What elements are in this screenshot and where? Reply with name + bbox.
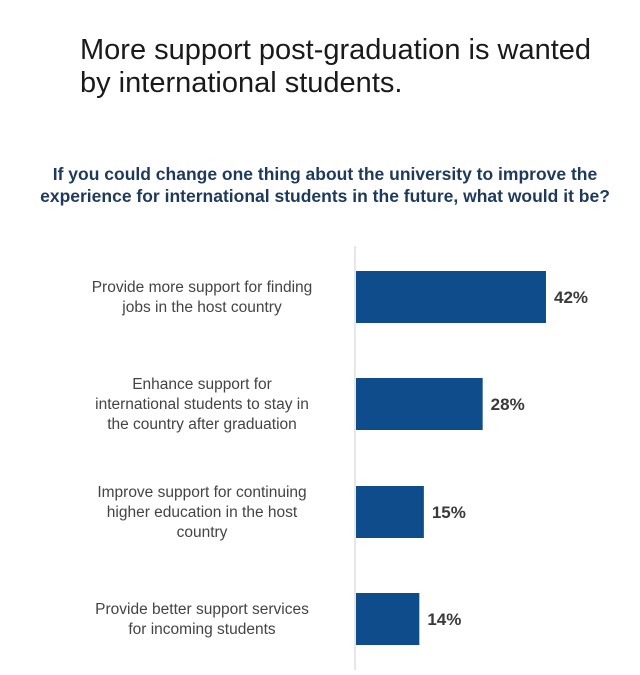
bar	[356, 486, 424, 538]
category-label-line: Improve support for continuing	[97, 484, 306, 501]
data-label: 14%	[427, 610, 461, 629]
category-label-line: the country after graduation	[107, 416, 297, 433]
category-label-line: higher education in the host	[107, 504, 298, 521]
category-label-line: country	[177, 524, 228, 541]
category-label: Enhance support for international student…	[95, 376, 309, 433]
category-label: Provide better support services for incom…	[95, 601, 309, 638]
category-label-line: jobs in the host country	[121, 299, 282, 316]
headline: More support post-graduation is wanted b…	[80, 34, 592, 99]
data-label: 15%	[432, 503, 466, 522]
data-label: 42%	[554, 288, 588, 307]
bar	[356, 593, 420, 645]
chart-title: If you could change one thing about the …	[40, 164, 610, 206]
category-label-line: Provide better support services	[95, 601, 309, 618]
category-label: Provide more support for finding jobs in …	[92, 279, 313, 316]
category-label-line: international students to stay in	[95, 396, 309, 413]
category-label-line: Enhance support for	[132, 376, 272, 393]
bar	[356, 271, 546, 323]
category-label-line: for incoming students	[128, 621, 276, 638]
data-label: 28%	[491, 395, 525, 414]
category-label-line: Provide more support for finding	[92, 279, 313, 296]
bar	[356, 378, 483, 430]
category-label: Improve support for continuing higher edu…	[97, 484, 306, 541]
